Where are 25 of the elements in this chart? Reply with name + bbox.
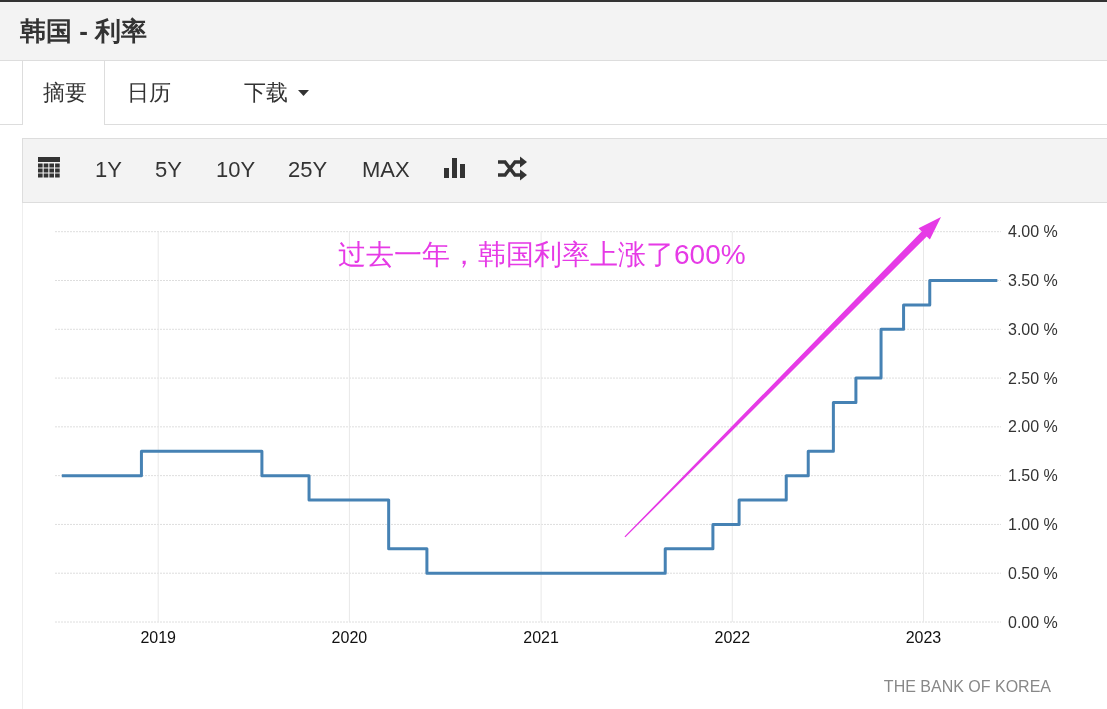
text: 摘要 (43, 80, 87, 105)
text: 下载 (244, 80, 288, 105)
y-tick-label: 4.00 % (1008, 223, 1058, 241)
x-tick-label: 2020 (331, 629, 368, 646)
chart-title: 韩国 - 利率 (19, 16, 148, 46)
text: 1Y (95, 157, 123, 182)
x-tick-label: 2019 (140, 629, 177, 646)
annotation: 过去一年，韩国利率上涨了600% (338, 239, 746, 270)
y-tick-label: 0.00 % (1008, 613, 1058, 631)
y-tick-label: 0.50 % (1008, 564, 1058, 582)
x-tick-label: 2021 (523, 629, 559, 646)
y-tick-label: 2.00 % (1008, 418, 1058, 436)
text: THE BANK OF KOREA (883, 678, 1052, 695)
text: 25Y (288, 157, 328, 182)
x-tick-label: 2022 (714, 629, 751, 646)
text: MAX (362, 157, 410, 182)
text: 日历 (127, 80, 171, 105)
y-tick-label: 3.00 % (1008, 320, 1058, 338)
y-tick-label: 1.50 % (1008, 467, 1058, 485)
y-tick-label: 1.00 % (1008, 515, 1058, 533)
y-tick-label: 2.50 % (1008, 369, 1058, 387)
y-tick-label: 3.50 % (1008, 271, 1058, 289)
text: 10Y (216, 157, 256, 182)
x-tick-label: 2023 (905, 629, 942, 646)
text: 5Y (155, 157, 183, 182)
